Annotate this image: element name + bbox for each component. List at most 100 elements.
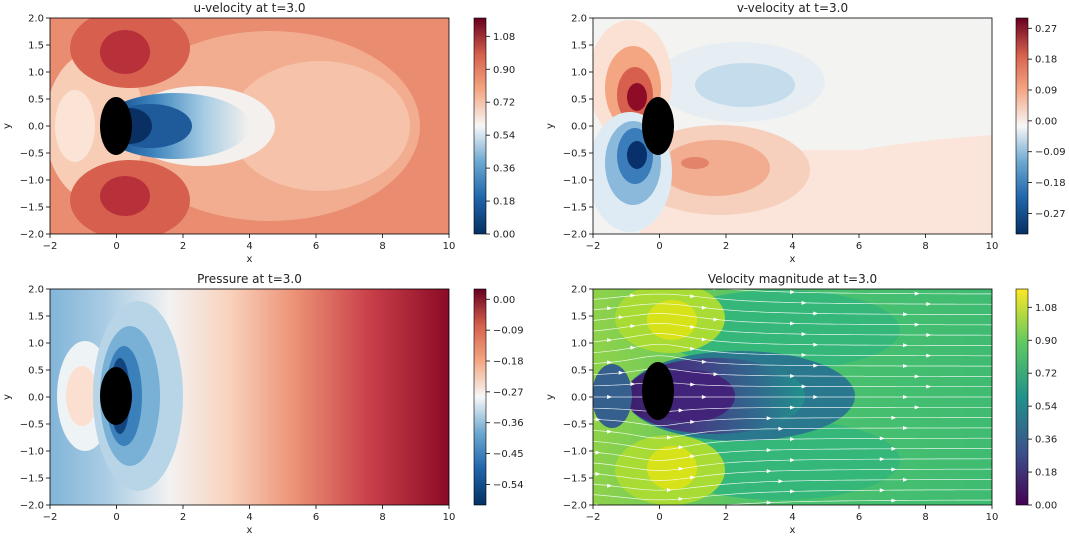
streamline: [593, 499, 992, 505]
streamline-arrow: [690, 454, 696, 459]
streamline-arrow: [584, 439, 589, 443]
x-tick-label: 2: [180, 512, 186, 523]
v-velocity-ylabel: y: [545, 123, 556, 129]
x-tick-label: 8: [922, 241, 928, 252]
y-tick-label: 2.0: [571, 285, 587, 296]
streamline: [593, 355, 992, 367]
colorbar-tick-label: 0.54: [1035, 402, 1057, 413]
colorbar-tick-label: 0.72: [493, 98, 515, 109]
streamline-arrow: [879, 436, 885, 441]
streamline-arrow: [903, 426, 909, 431]
x-tick-label: 2: [180, 241, 186, 252]
x-tick-label: 8: [922, 512, 928, 523]
colorbar-tick-label: 1.08: [493, 32, 515, 43]
pressure-xlabel: x: [247, 525, 253, 536]
y-tick-label: 0.0: [28, 393, 44, 404]
colorbar-tick-label: 1.08: [1035, 303, 1057, 314]
streamline: [593, 417, 992, 426]
x-tick-label: 2: [723, 241, 729, 252]
streamline-arrow: [926, 302, 932, 307]
colorbar-tick-label: −0.27: [493, 387, 524, 398]
y-tick-label: −0.5: [20, 149, 44, 160]
y-tick-label: −1.5: [20, 474, 44, 485]
streamline-arrow: [678, 466, 684, 471]
streamline-arrow: [584, 492, 589, 496]
streamline-arrow: [790, 458, 795, 463]
x-tick-label: 10: [443, 512, 456, 523]
cylinder-obstacle: [642, 97, 674, 155]
x-tick-label: −2: [43, 241, 58, 252]
streamline-arrow: [926, 333, 932, 338]
x-tick-label: 0: [113, 241, 119, 252]
y-tick-label: 1.0: [571, 339, 587, 350]
streamline-arrow: [630, 324, 636, 329]
streamline-arrow: [678, 496, 684, 501]
u-velocity-field: [50, 18, 449, 234]
streamline-arrow: [607, 429, 613, 434]
streamline-arrow: [801, 353, 807, 358]
streamline-arrow: [801, 332, 807, 337]
colorbar-tick-label: 0.27: [1035, 24, 1057, 35]
y-tick-label: 0.5: [28, 366, 44, 377]
y-tick-label: 1.5: [571, 312, 587, 323]
streamline-arrow: [595, 472, 601, 477]
y-tick-label: 0.5: [571, 366, 587, 377]
streamline-arrow: [891, 446, 897, 451]
streamline-arrow: [607, 360, 613, 365]
streamline-arrow: [914, 374, 920, 379]
pressure-title: Pressure at t=3.0: [197, 272, 302, 286]
colorbar-tick-label: 0.36: [1035, 435, 1057, 446]
x-tick-label: 6: [313, 512, 319, 523]
streamline-arrow: [584, 406, 589, 410]
streamline-arrow: [690, 346, 696, 351]
streamline-arrow: [690, 325, 696, 330]
colorbar-tick-label: 0.00: [1035, 116, 1057, 127]
streamline-arrow: [801, 300, 807, 305]
streamline-arrow: [690, 382, 696, 387]
streamline-arrow: [790, 321, 795, 326]
streamline-arrow: [713, 317, 719, 322]
v-velocity-panel: −2 0 2 4 6 8 10 2.0 1.5 1.0 0.5 0.0 −0.5 −1.0 −1.5 −2.…: [545, 1, 1066, 265]
y-tick-label: 2.0: [28, 285, 44, 296]
streamline-arrow: [595, 417, 601, 422]
streamline-arrow: [607, 395, 613, 399]
streamline: [593, 333, 992, 346]
streamline-arrow: [790, 437, 795, 442]
x-tick-label: 4: [789, 512, 795, 523]
streamline: [593, 343, 992, 357]
y-tick-label: −2.0: [20, 230, 44, 241]
pressure-ylabel: y: [2, 394, 13, 400]
colorbar-tick-label: −0.09: [493, 326, 524, 337]
x-tick-label: 10: [986, 512, 999, 523]
streamline-arrow: [678, 408, 684, 413]
streamline-arrow: [926, 384, 932, 389]
streamline-arrow: [713, 372, 719, 377]
streamline-arrow: [903, 395, 909, 399]
velocity-magnitude-colorbar: [1015, 288, 1029, 506]
y-tick-label: −1.0: [563, 447, 587, 458]
streamline-arrow: [813, 363, 819, 368]
streamline-arrow: [790, 489, 795, 494]
x-tick-label: 0: [656, 512, 662, 523]
streamline-arrow: [903, 363, 909, 368]
x-tick-label: 6: [856, 512, 862, 523]
y-tick-label: −2.0: [563, 501, 587, 512]
streamline-arrow: [903, 477, 909, 482]
streamline: [593, 323, 992, 336]
streamline-arrow: [778, 426, 784, 431]
streamline-arrow: [891, 498, 897, 503]
streamline-arrow: [701, 395, 707, 399]
streamline-arrow: [607, 306, 613, 311]
colorbar-tick-label: 0.18: [1035, 468, 1057, 479]
streamlines: [584, 289, 992, 505]
streamline-arrow: [690, 294, 696, 299]
y-tick-label: 1.0: [28, 68, 44, 79]
x-tick-label: 6: [313, 241, 319, 252]
y-tick-label: 1.5: [571, 41, 587, 52]
cylinder-obstacle: [642, 362, 674, 420]
y-tick-label: 0.0: [28, 122, 44, 133]
streamline-arrow: [813, 395, 819, 399]
streamline-arrow: [607, 483, 613, 488]
colorbar-tick-label: −0.54: [493, 480, 524, 491]
